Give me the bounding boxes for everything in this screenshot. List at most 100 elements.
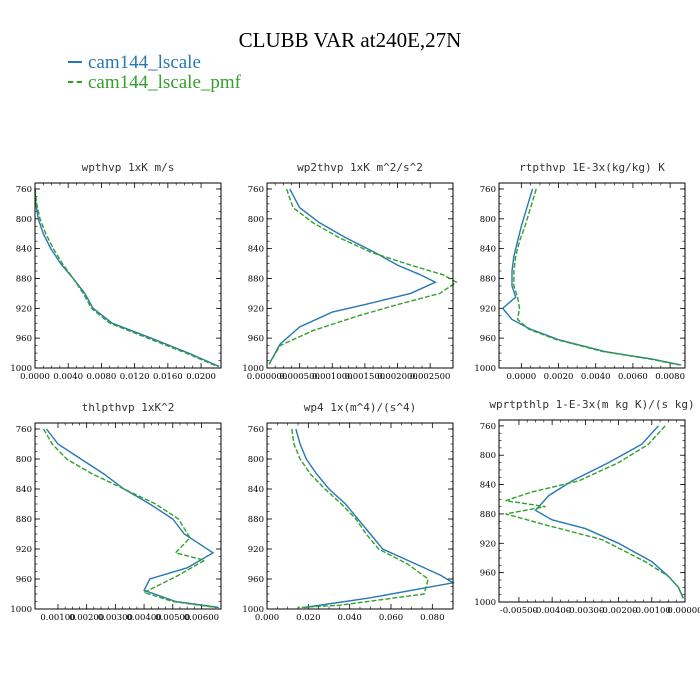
x-tick-label: 0.060: [379, 613, 403, 623]
series-line-lscale: [501, 188, 682, 366]
y-tick-label: 880: [480, 274, 496, 284]
legend-label: cam144_lscale: [88, 52, 201, 73]
panel-5: wp4 1x(m^4)/(s^4)76080084088092096010000…: [242, 401, 455, 623]
legend-item-lscale-pmf: cam144_lscale_pmf: [68, 72, 241, 94]
y-tick-label: 1000: [474, 598, 496, 608]
panel-2: wp2thvp 1xK m^2/s^2 760 800 840 880 920 960 100…: [242, 161, 458, 382]
plot-frame: [498, 182, 686, 369]
y-tick-label: 840: [480, 481, 496, 491]
y-tick-label: 800: [248, 215, 264, 225]
y-tick-label: 960: [480, 334, 496, 344]
y-tick-label: 920: [248, 304, 264, 314]
panel-6: wprtpthlp 1-E-3x(m kg K)/(s kg) 760 800 840…: [474, 398, 700, 616]
y-tick-label: 880: [480, 510, 496, 520]
series-line-lscale-pmf: [505, 425, 684, 599]
y-tick-label: 920: [16, 304, 32, 314]
series-line-lscale-pmf: [513, 188, 680, 366]
y-tick-label: 880: [248, 515, 264, 525]
x-tick-label: 0.0040: [53, 372, 83, 382]
panel-title: thlpthvp 1xK^2: [82, 401, 175, 414]
y-tick-label: 1000: [474, 364, 496, 374]
x-tick-label: -0.00300: [566, 606, 604, 616]
x-tick-label: 0.0000: [506, 372, 536, 382]
y-tick-label: 920: [480, 304, 496, 314]
x-tick-label: 0.00200: [69, 613, 104, 623]
figure-title: CLUBB VAR at240E,27N: [238, 28, 462, 52]
x-tick-label: 0.001000: [312, 372, 353, 382]
x-tick-label: 0.0040: [581, 372, 611, 382]
y-tick-label: 840: [248, 245, 264, 255]
series-line-lscale: [295, 428, 455, 609]
y-tick-label: 1000: [242, 605, 264, 615]
series-line-lscale-pmf: [291, 428, 430, 609]
y-tick-label: 960: [248, 334, 264, 344]
y-tick-label: 760: [16, 425, 32, 435]
panel-title: wpthvp 1xK m/s: [82, 161, 175, 174]
series-line-lscale: [268, 188, 438, 365]
panel-3: rtpthvp 1E-3x(kg/kg) K 760 800 840 880 920 960…: [474, 161, 686, 382]
legend-line-icon: [68, 81, 82, 83]
plot-frame: [34, 422, 222, 610]
y-tick-label: 800: [480, 451, 496, 461]
x-tick-label: -0.00200: [600, 606, 638, 616]
y-tick-label: 920: [248, 545, 264, 555]
y-tick-label: 760: [16, 185, 32, 195]
y-tick-label: 840: [248, 485, 264, 495]
x-tick-label: 0.0020: [544, 372, 574, 382]
series-line-lscale-pmf: [34, 188, 218, 368]
x-tick-label: 0.0200: [186, 372, 216, 382]
y-tick-label: 800: [16, 455, 32, 465]
series-line-lscale: [34, 188, 220, 368]
y-tick-label: 1000: [10, 364, 32, 374]
x-tick-label: -0.00400: [533, 606, 571, 616]
plot-frame: [266, 422, 454, 610]
plot-frame: [498, 419, 686, 603]
x-tick-label: 0.00300: [98, 613, 133, 623]
plot-frame: [266, 182, 454, 369]
y-tick-label: 880: [16, 515, 32, 525]
y-tick-label: 920: [16, 545, 32, 555]
legend-label: cam144_lscale_pmf: [88, 72, 242, 93]
x-tick-label: 0.000500: [279, 372, 320, 382]
series-line-lscale: [45, 428, 219, 609]
y-tick-label: 840: [480, 245, 496, 255]
legend-line-icon: [68, 61, 82, 63]
x-tick-label: 0.00400: [126, 613, 161, 623]
x-tick-label: 0.000: [255, 613, 279, 623]
y-tick-label: 880: [248, 274, 264, 284]
y-tick-label: 1000: [10, 605, 32, 615]
y-tick-label: 800: [480, 215, 496, 225]
x-tick-label: 0.00000: [667, 606, 700, 616]
y-tick-label: 800: [16, 215, 32, 225]
x-tick-label: 0.00500: [155, 613, 190, 623]
x-tick-label: 0.0060: [618, 372, 648, 382]
x-tick-label: 0.002500: [410, 372, 451, 382]
y-tick-label: 1000: [242, 364, 264, 374]
panel-4: thlpthvp 1xK^2 760 800 840 880 920 960 1000 0.00…: [10, 401, 222, 623]
y-tick-label: 800: [248, 455, 264, 465]
y-tick-label: 760: [480, 422, 496, 432]
y-tick-label: 960: [16, 575, 32, 585]
x-tick-label: 0.002000: [377, 372, 418, 382]
panel-title: wp2thvp 1xK m^2/s^2: [297, 161, 423, 174]
x-tick-label: 0.00600: [184, 613, 219, 623]
y-tick-label: 760: [480, 185, 496, 195]
panel-title: wprtpthlp 1-E-3x(m kg K)/(s kg): [489, 398, 694, 411]
y-tick-label: 960: [480, 569, 496, 579]
x-tick-label: -0.00500: [500, 606, 538, 616]
x-tick-label: 0.040: [337, 613, 361, 623]
panel-title: rtpthvp 1E-3x(kg/kg) K: [519, 161, 665, 174]
y-tick-label: 960: [248, 575, 264, 585]
series-line-lscale-pmf: [42, 428, 216, 609]
x-tick-label: 0.080: [420, 613, 444, 623]
y-tick-label: 840: [16, 485, 32, 495]
x-tick-label: 0.00100: [40, 613, 75, 623]
x-tick-label: 0.0080: [87, 372, 117, 382]
x-tick-label: -0.00100: [633, 606, 671, 616]
x-tick-label: 0.0080: [655, 372, 685, 382]
y-tick-label: 760: [248, 185, 264, 195]
plot-frame: [34, 182, 222, 369]
x-tick-label: 0.0120: [120, 372, 150, 382]
y-tick-label: 880: [16, 274, 32, 284]
